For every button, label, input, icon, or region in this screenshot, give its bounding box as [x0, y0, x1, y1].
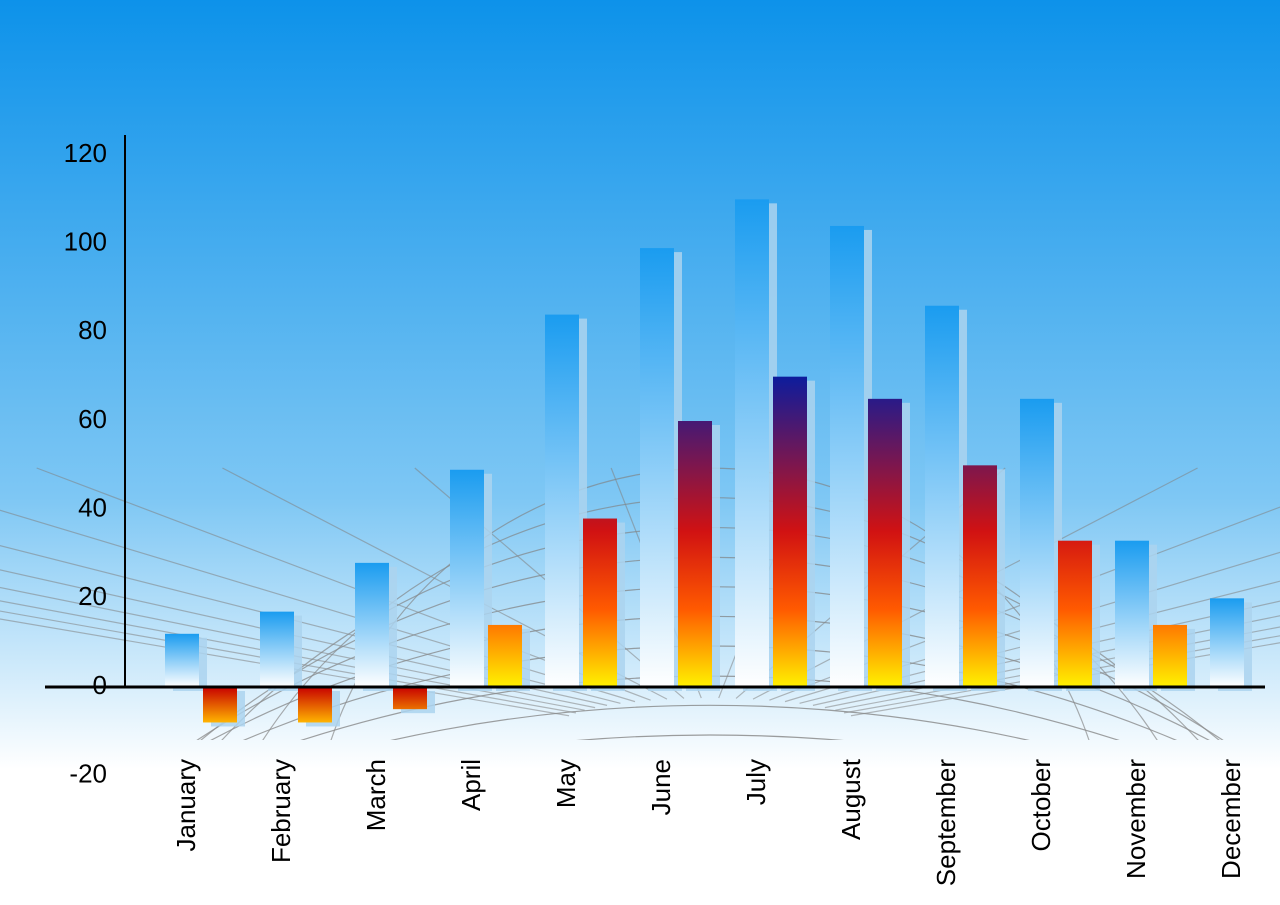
bar-series-a — [1020, 399, 1054, 687]
bar-series-b — [1058, 541, 1092, 687]
y-tick-label: -20 — [69, 759, 107, 789]
chart-svg: -20 0 20 40 60 80 100 120 January February March Ap… — [0, 0, 1280, 905]
bar-series-a — [165, 634, 199, 687]
bar-series-a — [260, 612, 294, 687]
monthly-bar-chart: -20 0 20 40 60 80 100 120 January February March Ap… — [0, 0, 1280, 905]
bar-series-b — [203, 687, 237, 722]
bar-series-a — [545, 315, 579, 687]
category-label: August — [836, 758, 866, 840]
category-label: November — [1121, 759, 1151, 879]
bar-series-a — [830, 226, 864, 687]
bar-series-b — [1153, 625, 1187, 687]
category-label: February — [266, 759, 296, 863]
y-tick-label: 120 — [64, 138, 107, 168]
y-tick-label: 100 — [64, 227, 107, 257]
bar-series-b — [678, 421, 712, 687]
category-label: June — [646, 759, 676, 815]
bar-series-b — [393, 687, 427, 709]
bar-series-a — [1210, 598, 1244, 687]
bar-series-b — [868, 399, 902, 687]
y-tick-label: 0 — [93, 670, 107, 700]
bar-series-b — [963, 465, 997, 687]
category-label: May — [551, 759, 581, 808]
bar-series-a — [640, 248, 674, 687]
bar-series-b — [298, 687, 332, 722]
category-label: March — [361, 759, 391, 831]
y-tick-label: 20 — [78, 581, 107, 611]
category-label: September — [931, 759, 961, 887]
y-tick-label: 60 — [78, 404, 107, 434]
bar-series-b — [583, 519, 617, 687]
category-label: December — [1216, 759, 1246, 879]
bar-series-a — [735, 199, 769, 687]
bar-series-a — [925, 306, 959, 687]
y-tick-label: 40 — [78, 493, 107, 523]
category-label: July — [741, 759, 771, 805]
bar-series-a — [450, 470, 484, 687]
category-label: January — [171, 759, 201, 852]
bar-series-a — [1115, 541, 1149, 687]
bar-series-b — [773, 377, 807, 687]
bar-series-a — [355, 563, 389, 687]
category-label: April — [456, 759, 486, 811]
category-label: October — [1026, 759, 1056, 852]
bar-series-b — [488, 625, 522, 687]
y-tick-label: 80 — [78, 315, 107, 345]
